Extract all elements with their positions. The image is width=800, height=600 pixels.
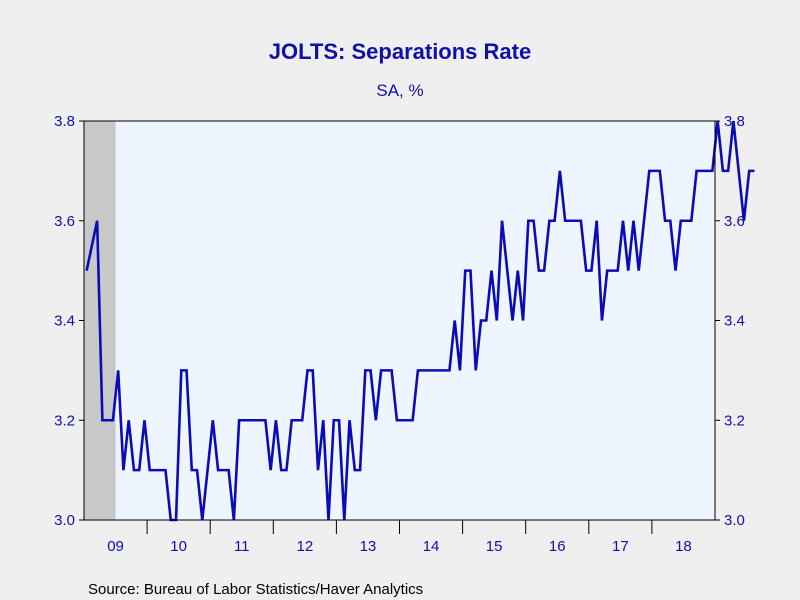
- source-note: Source: Bureau of Labor Statistics/Haver…: [88, 581, 423, 598]
- x-tick-label: 14: [423, 538, 440, 555]
- x-tick-label: 10: [170, 538, 187, 555]
- x-tick-label: 16: [549, 538, 566, 555]
- plot-area: [84, 121, 715, 520]
- x-tick-label: 15: [486, 538, 503, 555]
- series-line-separations-rate: [85, 120, 755, 522]
- y-tick-label-right: 3.0: [724, 512, 745, 529]
- x-tick-label: 11: [234, 538, 250, 555]
- x-tick-label: 17: [612, 538, 629, 555]
- y-tick-label-right: 3.4: [724, 313, 745, 330]
- y-tick-label-left: 3.0: [54, 512, 75, 529]
- y-tick-label-left: 3.2: [54, 412, 75, 429]
- x-tick-label: 13: [360, 538, 377, 555]
- y-axis-left-ticks: 3.0 3.2 3.4 3.6 3.8: [54, 113, 84, 529]
- y-tick-label-left: 3.8: [54, 113, 75, 130]
- plot-frame: [83, 120, 716, 521]
- x-axis-ticks: 09 10 11 12 13 14 15 16 17 18: [107, 520, 692, 555]
- y-tick-label-left: 3.6: [54, 213, 75, 230]
- y-tick-label-right: 3.2: [724, 412, 745, 429]
- x-tick-label: 09: [107, 538, 124, 555]
- y-tick-label-right: 3.6: [724, 213, 745, 230]
- x-tick-label: 18: [675, 538, 692, 555]
- chart-subtitle: SA, %: [376, 81, 423, 100]
- chart-title: JOLTS: Separations Rate: [269, 39, 531, 64]
- y-tick-label-left: 3.4: [54, 313, 75, 330]
- x-tick-label: 12: [297, 538, 314, 555]
